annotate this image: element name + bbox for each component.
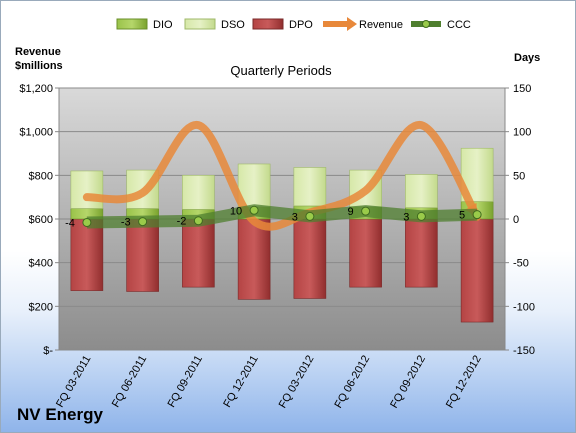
legend: DIO DSO DPO Revenue CCC — [116, 17, 471, 31]
legend-label: DPO — [289, 19, 313, 31]
legend-swatch-dpo — [252, 18, 284, 30]
dso-bar — [182, 175, 215, 210]
left-tick-label: $- — [43, 345, 53, 357]
x-tick-label: FQ 06-2012 — [332, 354, 372, 411]
right-tick-label: 0 — [513, 214, 519, 226]
ccc-point — [249, 205, 259, 215]
right-tick-label: -150 — [513, 345, 535, 357]
legend-revenue-arrow — [347, 17, 357, 31]
left-axis-title-line2: $millions — [15, 60, 63, 72]
revenue-line — [82, 121, 482, 231]
ccc-data-label: -3 — [121, 217, 131, 229]
dpo-bar — [293, 218, 327, 299]
left-tick-label: $1,000 — [19, 127, 53, 139]
dso-bar — [293, 167, 327, 207]
left-tick-label: $600 — [29, 214, 53, 226]
legend-swatch-dso — [184, 18, 216, 30]
ccc-data-label: -2 — [177, 216, 187, 228]
dpo-bar — [182, 218, 215, 288]
ccc-point — [361, 206, 371, 216]
ccc-series: -4 -3 -2 10 3 9 3 5 — [65, 204, 482, 229]
left-axis: $- $200 $400 $600 $800 $1,000 $1,200 — [19, 83, 60, 357]
ccc-data-label: -4 — [65, 217, 75, 229]
bars — [70, 147, 494, 323]
ccc-data-label: 10 — [230, 205, 242, 217]
legend-swatch-dio — [116, 18, 148, 30]
dpo-bar — [126, 218, 159, 292]
dso-bar — [405, 174, 438, 208]
x-tick-label: FQ 03-2011 — [54, 354, 93, 410]
right-tick-label: 150 — [513, 83, 531, 95]
x-tick-label: FQ 09-2011 — [166, 354, 205, 410]
chart-title: Quarterly Periods — [230, 63, 332, 78]
dpo-bar — [70, 218, 104, 291]
dso-bar — [70, 170, 104, 209]
ccc-point — [138, 217, 148, 227]
x-axis: FQ 03-2011 FQ 06-2011 FQ 09-2011 FQ 12-2011… — [54, 354, 484, 411]
ccc-point — [305, 211, 315, 221]
dpo-bar — [405, 218, 438, 288]
x-tick-label: FQ 06-2011 — [110, 354, 149, 410]
left-tick-label: $400 — [29, 258, 53, 270]
ccc-point — [472, 210, 482, 220]
x-tick-label: FQ 12-2011 — [221, 354, 260, 410]
legend-label: CCC — [447, 19, 471, 31]
x-tick-label: FQ 03-2012 — [277, 354, 317, 411]
right-tick-label: 50 — [513, 170, 525, 182]
ccc-point — [82, 217, 92, 227]
ccc-line — [86, 204, 478, 229]
ccc-data-label: 9 — [348, 206, 354, 218]
legend-ccc-marker — [422, 20, 430, 28]
dpo-bar — [237, 218, 271, 300]
left-axis-title-line1: Revenue — [15, 46, 61, 58]
dpo-bar — [460, 218, 494, 323]
right-axis-title: Days — [514, 52, 540, 64]
right-axis: -150 -100 -50 0 50 100 150 — [504, 83, 535, 357]
left-tick-label: $800 — [29, 170, 53, 182]
legend-label: Revenue — [359, 19, 403, 31]
dpo-bar — [349, 218, 382, 288]
right-tick-label: -100 — [513, 301, 535, 313]
ccc-data-label: 3 — [403, 211, 409, 223]
ccc-point — [416, 211, 426, 221]
left-tick-label: $1,200 — [19, 83, 53, 95]
right-tick-label: -50 — [513, 258, 529, 270]
x-tick-label: FQ 09-2012 — [388, 354, 428, 411]
ccc-data-label: 3 — [292, 211, 298, 223]
company-name: NV Energy — [17, 405, 104, 424]
ccc-data-label: 5 — [459, 210, 465, 222]
legend-label: DSO — [221, 19, 245, 31]
legend-label: DIO — [153, 19, 173, 31]
x-tick-label: FQ 12-2012 — [444, 354, 484, 411]
ccc-point — [193, 216, 203, 226]
left-tick-label: $200 — [29, 301, 53, 313]
right-tick-label: 100 — [513, 127, 531, 139]
